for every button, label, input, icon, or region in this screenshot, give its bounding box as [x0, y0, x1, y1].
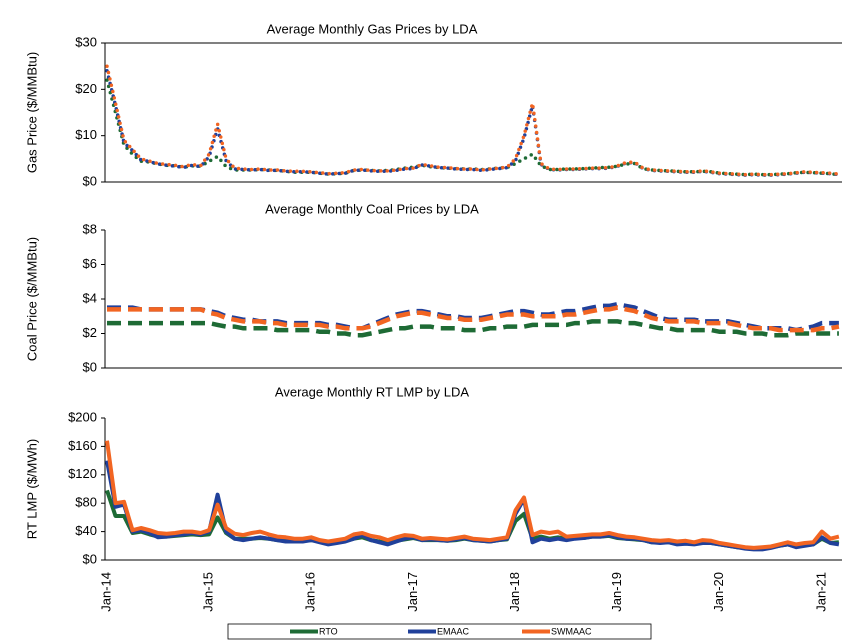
x-tick-label: Jan-19	[609, 572, 624, 612]
x-tick-label: Jan-16	[303, 572, 318, 612]
series-line	[107, 305, 840, 333]
chart-title: Average Monthly Gas Prices by LDA	[267, 21, 478, 36]
y-tick-label: $0	[83, 551, 97, 566]
legend-label: EMAAC	[437, 626, 470, 636]
chart-title: Average Monthly RT LMP by LDA	[275, 384, 469, 399]
y-axis-label: Coal Price ($/MMBtu)	[24, 237, 39, 361]
y-tick-label: $30	[75, 34, 97, 49]
y-tick-label: $0	[83, 359, 97, 374]
x-tick-label: Jan-18	[507, 572, 522, 612]
y-tick-label: $2	[83, 325, 97, 340]
legend-label: SWMAAC	[551, 626, 592, 636]
series-line	[107, 319, 839, 338]
x-tick-label: Jan-15	[201, 572, 216, 612]
y-tick-label: $6	[83, 256, 97, 271]
y-tick-label: $0	[83, 173, 97, 188]
y-tick-label: $120	[68, 466, 97, 481]
y-tick-label: $80	[75, 495, 97, 510]
series-line	[105, 440, 840, 550]
x-tick-label: Jan-17	[405, 572, 420, 612]
y-tick-label: $40	[75, 523, 97, 538]
series-line	[105, 78, 841, 177]
chart-title: Average Monthly Coal Prices by LDA	[265, 201, 479, 216]
y-tick-label: $20	[75, 81, 97, 96]
x-tick-label: Jan-21	[813, 572, 828, 612]
legend-label: RTO	[319, 626, 338, 636]
series-line	[105, 69, 841, 177]
legend-box	[227, 623, 652, 640]
y-tick-label: $8	[83, 221, 97, 236]
y-tick-label: $4	[83, 290, 97, 305]
y-tick-label: $160	[68, 438, 97, 453]
y-tick-label: $10	[75, 127, 97, 142]
series-line	[105, 64, 841, 177]
y-tick-label: $200	[68, 409, 97, 424]
y-axis-label: RT LMP ($/MWh)	[24, 439, 39, 539]
y-axis-label: Gas Price ($/MMBtu)	[24, 52, 39, 173]
x-tick-label: Jan-14	[98, 572, 113, 612]
x-tick-label: Jan-20	[711, 572, 726, 612]
